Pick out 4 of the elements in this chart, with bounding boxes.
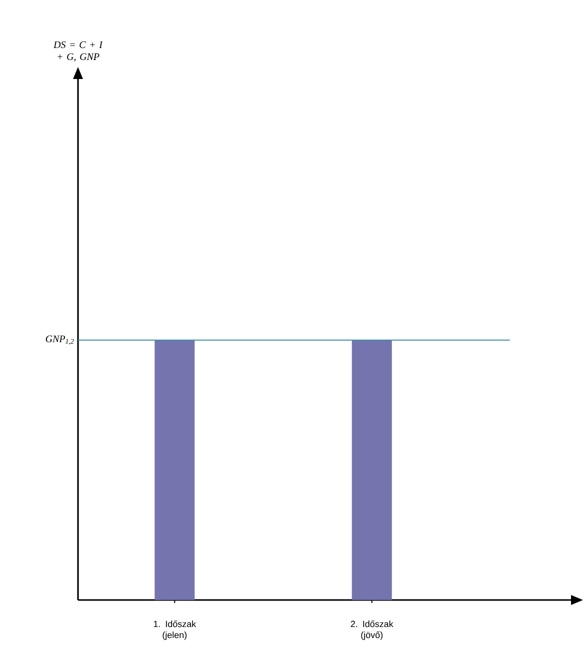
x-tick-label: 2. Időszak (jövő): [350, 620, 394, 640]
ref-line-label: GNP$_{1,2}$: [46, 336, 74, 345]
text: DS = C + I + G, GNP: [53, 41, 103, 62]
x-tick-label: 1. Időszak (jelen): [154, 620, 196, 640]
